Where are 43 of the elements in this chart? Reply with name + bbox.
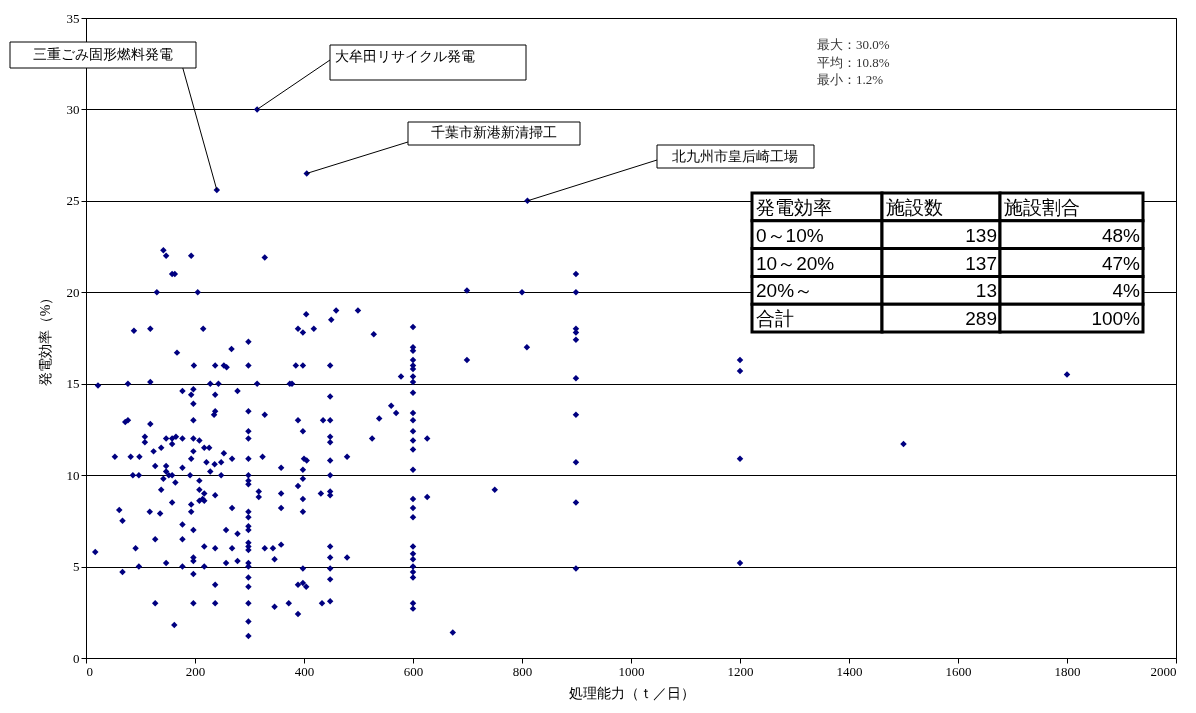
y-tick-label: 20 [66, 284, 80, 300]
y-tick-label: 35 [66, 10, 80, 26]
x-tick-label: 1000 [618, 663, 645, 679]
y-tick-label: 0 [73, 650, 80, 666]
y-tick-label: 10 [66, 467, 80, 483]
x-tick-label: 200 [185, 663, 206, 679]
annotation: 48% [1101, 224, 1141, 246]
x-tick-label: 1800 [1054, 663, 1081, 679]
annotation: 0～10% [756, 224, 824, 246]
annotation: 施設割合 [1004, 196, 1080, 218]
annotation: 平均：10.8% [817, 54, 890, 70]
x-tick-label: 1400 [836, 663, 863, 679]
x-tick-label: 0 [86, 663, 93, 679]
annotation: 289 [965, 308, 997, 330]
annotation: 47% [1101, 252, 1141, 274]
y-axis-title: 発電効率（%） [37, 290, 53, 387]
annotation: 大牟田リサイクル発電 [335, 49, 475, 64]
annotation: 北九州市皇后崎工場 [672, 149, 798, 164]
annotation: 合計 [756, 308, 794, 330]
annotation: 施設数 [886, 196, 943, 218]
x-tick-label: 1200 [727, 663, 754, 679]
annotation: 10～20% [756, 252, 835, 274]
annotation: 最小：1.2% [817, 72, 884, 87]
annotation: 139 [965, 224, 997, 246]
y-tick-label: 5 [73, 559, 80, 575]
x-tick-label: 600 [403, 663, 424, 679]
x-axis-title: 処理能力（ｔ／日） [568, 685, 695, 701]
annotation: 最大：30.0% [817, 37, 890, 52]
y-tick-label: 15 [66, 376, 80, 392]
x-tick-label: 2000 [1150, 663, 1177, 679]
annotation: 千葉市新港新清掃工 [431, 125, 557, 140]
annotation: 三重ごみ固形燃料発電 [33, 47, 173, 62]
annotation: 発電効率 [756, 196, 832, 218]
y-tick-label: 25 [66, 193, 80, 209]
annotation: 100% [1091, 308, 1141, 330]
y-tick-label: 30 [66, 101, 80, 117]
annotation: 137 [965, 252, 997, 274]
annotation: 13 [975, 280, 997, 302]
x-tick-label: 800 [512, 663, 533, 679]
x-tick-label: 1600 [945, 663, 972, 679]
x-tick-label: 400 [294, 663, 315, 679]
annotation: 20%～ [756, 280, 814, 302]
annotation: 4% [1112, 280, 1141, 302]
